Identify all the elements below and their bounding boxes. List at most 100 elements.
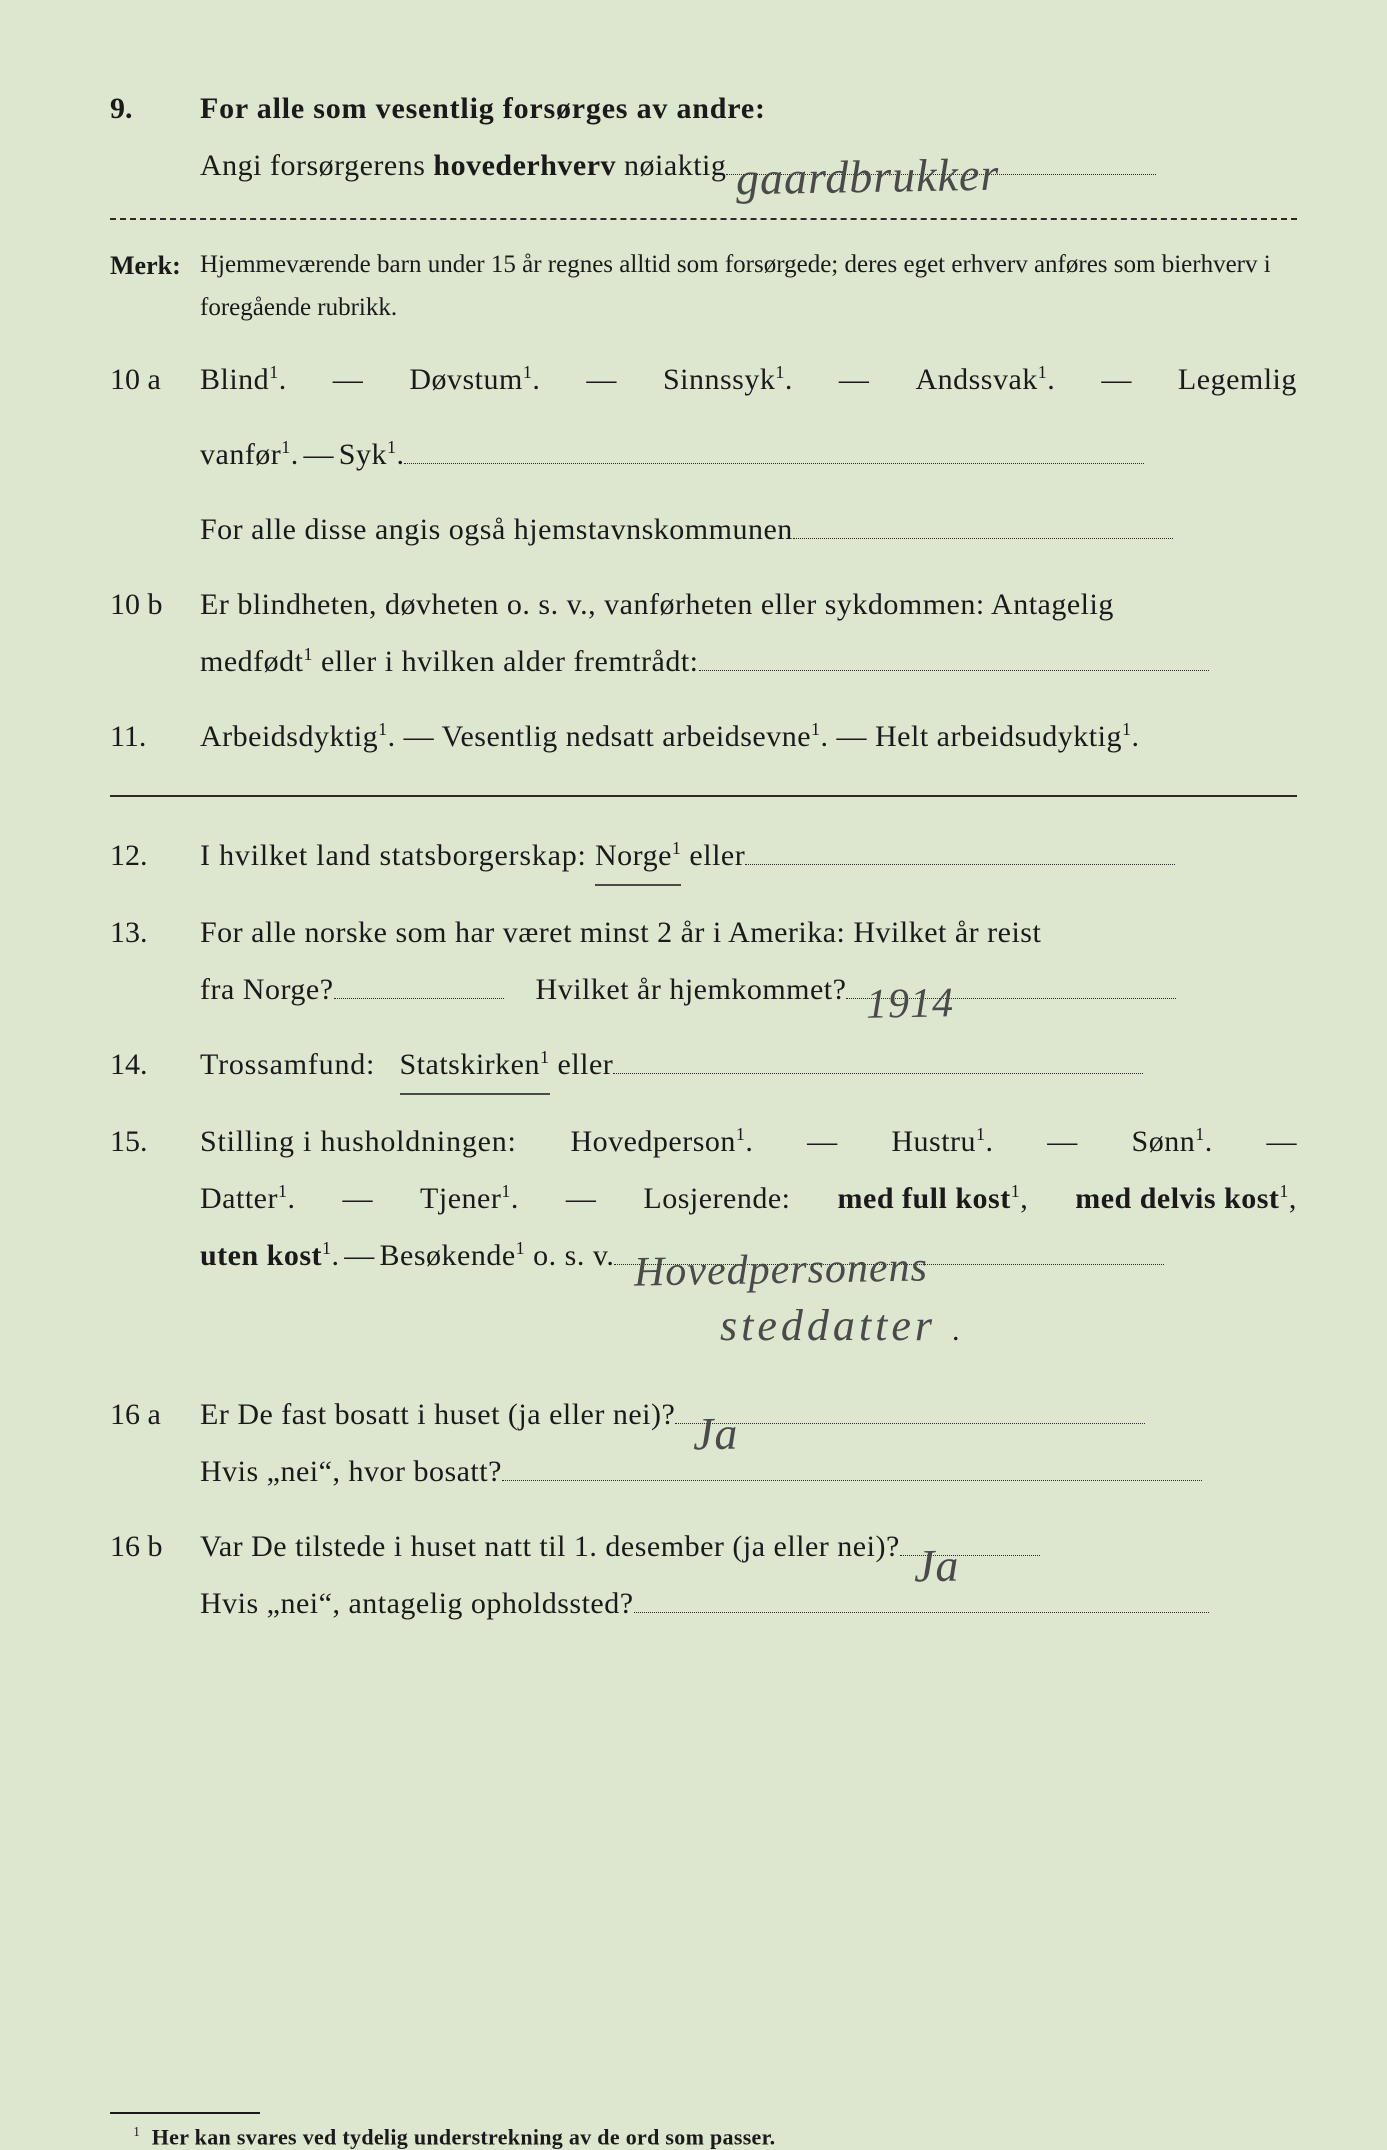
q15-opt2: Sønn <box>1132 1125 1196 1158</box>
q9-line1: For alle som vesentlig forsørges av andr… <box>200 92 766 125</box>
q15-losjerende: Losjerende: <box>643 1170 790 1227</box>
q15-body: Stilling i husholdningen: Hovedperson1. … <box>200 1113 1297 1368</box>
q9-body: For alle som vesentlig forsørges av andr… <box>200 80 1297 194</box>
q16b-line2: Hvis „nei“, antagelig opholdssted? <box>200 1587 634 1620</box>
merk-label: Merk: <box>110 244 200 329</box>
q14-body: Trossamfund: Statskirken1 eller <box>200 1036 1297 1095</box>
q15-field[interactable]: Hovedpersonens <box>614 1235 1164 1265</box>
q15-besokende: Besøkende <box>380 1239 516 1272</box>
q15-opt0: Hovedperson <box>570 1125 735 1158</box>
q12-c: eller <box>681 839 745 872</box>
q16b-field2[interactable] <box>634 1583 1209 1613</box>
q10a-line3-text: For alle disse angis også hjemstavnskomm… <box>200 513 793 546</box>
q16a: 16 a Er De fast bosatt i huset (ja eller… <box>110 1386 1297 1500</box>
q11-num: 11. <box>110 708 200 765</box>
q16a-num: 16 a <box>110 1386 200 1443</box>
q13-field1[interactable] <box>334 969 504 999</box>
q9: 9. For alle som vesentlig forsørges av a… <box>110 80 1297 194</box>
q16b-num: 16 b <box>110 1518 200 1575</box>
q10a-opt0: Blind <box>200 363 269 396</box>
q16b-field1[interactable]: Ja <box>900 1526 1040 1556</box>
q9-num: 9. <box>110 80 200 137</box>
q16a-field2[interactable] <box>502 1451 1202 1481</box>
q9-answer-field[interactable]: gaardbrukker <box>726 145 1156 175</box>
q10a-body: Blind1. — Døvstum1. — Sinnssyk1. — Andss… <box>200 351 1297 408</box>
q12-body: I hvilket land statsborgerskap: Norge1 e… <box>200 827 1297 886</box>
q10a-syk: Syk <box>339 438 387 471</box>
footnote-marker: 1 <box>133 2124 140 2139</box>
q14-statskirken: Statskirken1 <box>400 1036 550 1095</box>
q10a-opt2: Sinnssyk <box>663 363 775 396</box>
q9-line2c: nøiaktig <box>616 149 726 182</box>
q14: 14. Trossamfund: Statskirken1 eller <box>110 1036 1297 1095</box>
q10a-kommune-field[interactable] <box>793 509 1173 539</box>
q16b-line1: Var De tilstede i huset natt til 1. dese… <box>200 1530 900 1563</box>
q10b-body: Er blindheten, døvheten o. s. v., vanfør… <box>200 576 1297 690</box>
q15-num: 15. <box>110 1113 200 1170</box>
q10b-line2b: eller i hvilken alder fremtrådt: <box>313 645 699 678</box>
q16b: 16 b Var De tilstede i huset natt til 1.… <box>110 1518 1297 1632</box>
q10a-num: 10 a <box>110 351 200 408</box>
footnote-text: Her kan svares ved tydelig understreknin… <box>152 2124 776 2149</box>
q12-a: I hvilket land statsborgerskap: <box>200 839 595 872</box>
q10b-line2a: medfødt <box>200 645 303 678</box>
q14-field[interactable] <box>613 1044 1143 1074</box>
q11-b: Vesentlig nedsatt arbeidsevne <box>442 720 811 753</box>
q10a-opt1: Døvstum <box>409 363 523 396</box>
merk-text: Hjemmeværende barn under 15 år regnes al… <box>200 244 1297 329</box>
q10a-opt3: Andssvak <box>915 363 1037 396</box>
q15-utenkost: uten kost <box>200 1239 322 1272</box>
q15-osv: o. s. v. <box>525 1239 614 1272</box>
q10a-syk-field[interactable] <box>404 434 1144 464</box>
q11-a: Arbeidsdyktig <box>200 720 378 753</box>
q13-field2[interactable]: 1914 <box>846 969 1176 999</box>
q12-norge: Norge1 <box>595 827 681 886</box>
q11-c: Helt arbeidsudyktig <box>875 720 1122 753</box>
q16a-line2: Hvis „nei“, hvor bosatt? <box>200 1455 502 1488</box>
q16b-body: Var De tilstede i huset natt til 1. dese… <box>200 1518 1297 1632</box>
q13-line1: For alle norske som har været minst 2 år… <box>200 916 1041 949</box>
q11: 11. Arbeidsdyktig1. — Vesentlig nedsatt … <box>110 708 1297 765</box>
q15-datter: Datter <box>200 1182 278 1215</box>
divider-2 <box>110 795 1297 797</box>
q12-field[interactable] <box>745 835 1175 865</box>
q9-line2b: hovederhverv <box>433 149 616 182</box>
q13-body: For alle norske som har været minst 2 år… <box>200 904 1297 1018</box>
q10a-vanfor: vanfør <box>200 438 281 471</box>
q13-line2b: Hvilket år hjemkommet? <box>536 973 847 1006</box>
q16a-line1: Er De fast bosatt i huset (ja eller nei)… <box>200 1398 675 1431</box>
footnote-rule <box>110 2112 260 2114</box>
q12-num: 12. <box>110 827 200 884</box>
q16a-field1[interactable]: Ja <box>675 1394 1145 1424</box>
q10b-line1: Er blindheten, døvheten o. s. v., vanfør… <box>200 588 1114 621</box>
q10b: 10 b Er blindheten, døvheten o. s. v., v… <box>110 576 1297 690</box>
q13-line2a: fra Norge? <box>200 973 334 1006</box>
q10a-opt4: Legemlig <box>1178 363 1297 396</box>
q13-num: 13. <box>110 904 200 961</box>
census-form-page: 9. For alle som vesentlig forsørges av a… <box>110 80 1297 1968</box>
q16a-body: Er De fast bosatt i huset (ja eller nei)… <box>200 1386 1297 1500</box>
merk-note: Merk: Hjemmeværende barn under 15 år reg… <box>110 244 1297 329</box>
q15-tjener: Tjener <box>420 1182 501 1215</box>
q10a-line2: vanfør1.—Syk1. <box>110 426 1297 483</box>
q14-c: eller <box>550 1048 614 1081</box>
q10a-line3: For alle disse angis også hjemstavnskomm… <box>110 501 1297 558</box>
q12: 12. I hvilket land statsborgerskap: Norg… <box>110 827 1297 886</box>
q15-delviskost: med delvis kost <box>1075 1182 1279 1215</box>
q10b-num: 10 b <box>110 576 200 633</box>
q15-a: Stilling i husholdningen: <box>200 1113 517 1170</box>
q13-answer: 1914 <box>866 964 955 1045</box>
q15: 15. Stilling i husholdningen: Hovedperso… <box>110 1113 1297 1368</box>
q10a: 10 a Blind1. — Døvstum1. — Sinnssyk1. — … <box>110 351 1297 408</box>
q15-fullkost: med full kost <box>838 1182 1011 1215</box>
q14-a: Trossamfund: <box>200 1048 384 1081</box>
q11-body: Arbeidsdyktig1. — Vesentlig nedsatt arbe… <box>200 708 1297 765</box>
footnote: 1 Her kan svares ved tydelig understrekn… <box>110 2124 1297 2150</box>
q15-opt1: Hustru <box>891 1125 976 1158</box>
q10b-field[interactable] <box>699 641 1209 671</box>
q9-answer: gaardbrukker <box>736 131 1001 223</box>
q13: 13. For alle norske som har været minst … <box>110 904 1297 1018</box>
q14-num: 14. <box>110 1036 200 1093</box>
q9-line2a: Angi forsørgerens <box>200 149 433 182</box>
q15-answer2: steddatter <box>720 1301 936 1350</box>
